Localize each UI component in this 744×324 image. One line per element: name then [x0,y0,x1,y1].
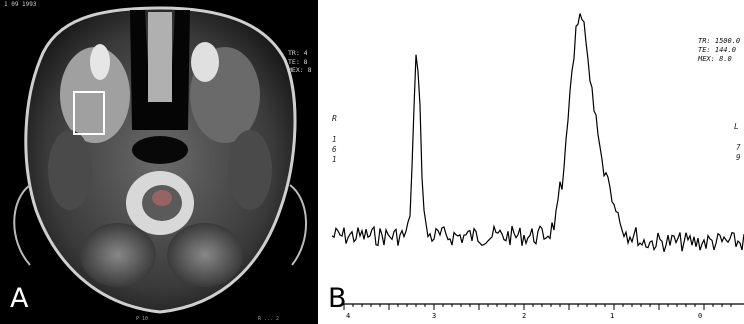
panel-a-label: A [10,283,29,314]
mri-params-text: TR: 4 TE: 8 MEX: 8 [288,49,312,74]
mri-axial-image [13,6,307,314]
tick-label-4: 4 [346,312,351,320]
side-right-numbers: 7 9 [736,143,741,162]
axis-tick-marks [343,304,732,310]
spectrum-params-text: TR: 1500.0 TE: 144.0 MEX: 8.0 [698,37,741,63]
tick-label-0: 0 [698,312,703,320]
mri-footer-right: R ... 2 [258,316,280,322]
side-right-label: L [734,122,739,131]
tick-label-3: 3 [432,312,437,320]
side-left-label: R [332,114,337,123]
spectrum-trace [331,13,744,252]
roi-box [73,91,105,135]
spectrum-plot [331,13,744,310]
mri-date-text: 1 09 1993 [4,1,37,8]
side-left-numbers: 1 6 1 [332,135,337,164]
mri-footer-mid: P 10 [136,316,149,322]
mri-image-panel: 1 09 1993 TR: 4 TE: 8 MEX: 8 P 10 R ... … [0,0,318,324]
panel-b-label: B [328,283,347,314]
tick-label-2: 2 [522,312,527,320]
spectrum-panel: B TR: 1500.0 TE: 144.0 MEX: 8.0 R 1 6 1 … [318,0,744,324]
tick-label-1: 1 [610,312,615,320]
